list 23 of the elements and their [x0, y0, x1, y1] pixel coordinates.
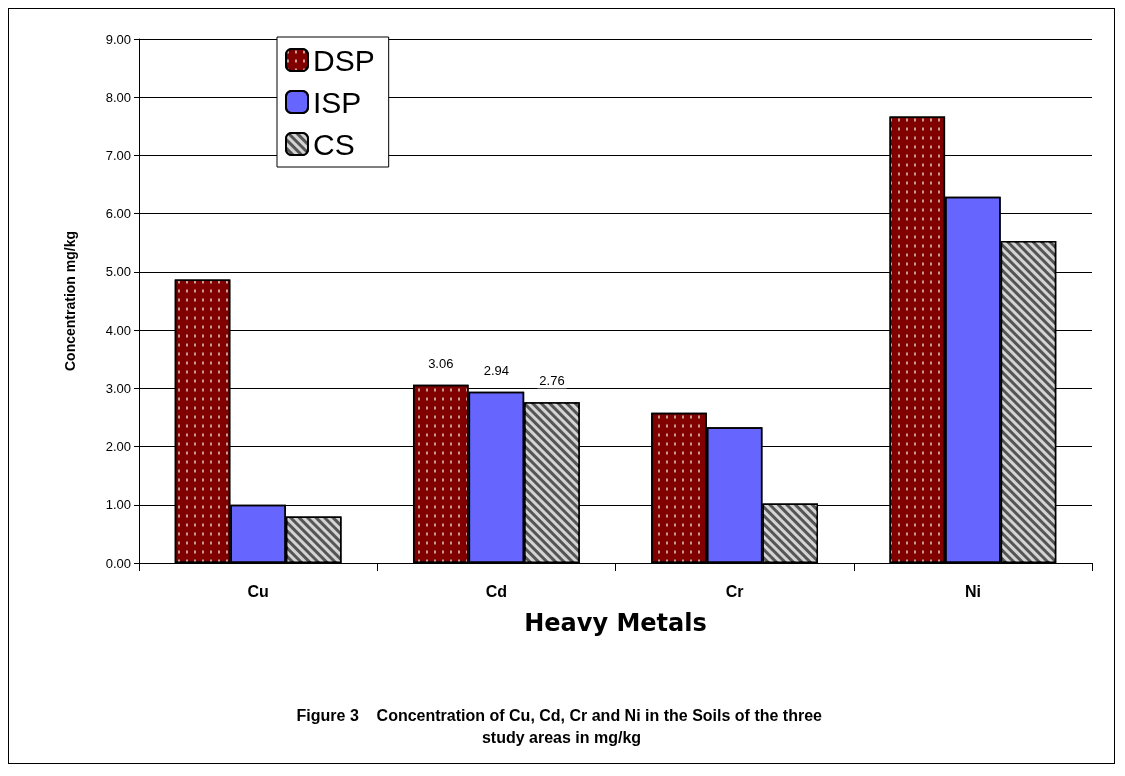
y-tick-label: 0.00	[105, 555, 131, 571]
x-tick-label: Ni	[964, 582, 981, 600]
data-label: 3.06	[428, 355, 454, 371]
data-label: 2.94	[483, 362, 510, 378]
x-axis-title: Heavy Metals	[524, 609, 707, 637]
y-tick-label: 1.00	[105, 497, 131, 513]
y-tick-label: 8.00	[105, 89, 131, 105]
y-tick-label: 4.00	[105, 322, 131, 338]
text: Figure 3 Concentration of Cu, Cd, Cr and Ni in the Soils of the three study areas in mg/kg	[296, 706, 827, 746]
y-tick-label: 9.00	[105, 31, 131, 47]
x-tick-label: Cu	[247, 582, 269, 600]
y-axis-title: Concentration mg/kg	[62, 230, 78, 372]
legend-label: DSP	[313, 43, 375, 77]
y-tick-label: 2.00	[105, 439, 131, 455]
y-tick-label: 6.00	[105, 206, 131, 222]
legend-label: CS	[313, 127, 355, 161]
y-tick-label: 7.00	[105, 147, 131, 163]
y-tick-label: 3.00	[105, 380, 131, 396]
x-tick-label: Cd	[485, 582, 508, 600]
legend-label: ISP	[313, 85, 362, 119]
x-tick-label: Cr	[725, 582, 744, 600]
data-label: 2.76	[539, 373, 565, 389]
y-tick-label: 5.00	[105, 264, 131, 280]
